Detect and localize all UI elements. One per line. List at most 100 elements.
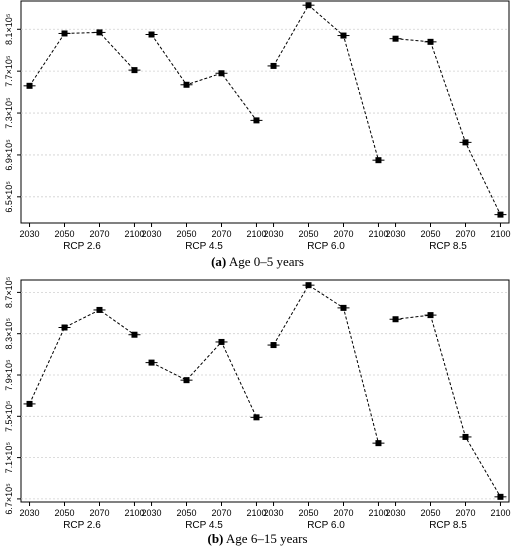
x-tick-label: 2030 [386, 229, 406, 239]
series-line [29, 31, 135, 87]
data-point [270, 342, 277, 349]
y-tick-label: 8.3×10⁵ [4, 318, 14, 350]
x-tick-label: 2070 [89, 508, 109, 518]
x-tick-label: 2100 [368, 508, 388, 518]
plot-frame [20, 279, 510, 503]
x-tick-label: 2030 [264, 229, 284, 239]
series-line [395, 38, 501, 215]
caption-b-text: Age 6–15 years [225, 531, 308, 546]
data-point [218, 338, 225, 345]
group-label: RCP 2.6 [63, 520, 101, 531]
data-point [462, 433, 469, 440]
data-point [462, 139, 469, 146]
data-point [270, 62, 277, 69]
x-tick-label: 2030 [142, 229, 162, 239]
data-point [218, 70, 225, 77]
x-tick-label: 2070 [211, 229, 231, 239]
x-tick-label: 2030 [386, 508, 406, 518]
x-tick-label: 2100 [246, 508, 266, 518]
x-tick-label: 2070 [455, 508, 475, 518]
series-line [273, 284, 379, 444]
x-tick-label: 2050 [54, 229, 74, 239]
y-tick-label: 7.5×10⁵ [4, 400, 14, 432]
series-line [151, 341, 257, 418]
data-point [497, 211, 504, 218]
x-tick-label: 2050 [298, 508, 318, 518]
series-line [29, 309, 135, 405]
data-point [26, 82, 33, 89]
group-label: RCP 8.5 [429, 241, 467, 250]
y-tick-label: 7.1×10⁵ [4, 442, 14, 474]
x-tick-label: 2100 [490, 229, 510, 239]
data-point [392, 316, 399, 323]
y-tick-label: 7.7×10⁵ [4, 55, 14, 87]
data-point [340, 32, 347, 39]
group-label: RCP 6.0 [307, 241, 345, 250]
group-label: RCP 6.0 [307, 520, 345, 531]
data-point [305, 2, 312, 9]
data-point [427, 312, 434, 319]
data-point [253, 414, 260, 421]
caption-a: (a) Age 0–5 years [0, 254, 515, 270]
y-tick-label: 7.3×10⁵ [4, 97, 14, 129]
x-tick-label: 2070 [211, 508, 231, 518]
group-label: RCP 8.5 [429, 520, 467, 531]
x-tick-label: 2050 [420, 508, 440, 518]
data-point [61, 30, 68, 37]
y-tick-label: 6.7×10⁵ [4, 483, 14, 515]
data-point [253, 117, 260, 124]
x-tick-label: 2100 [490, 508, 510, 518]
data-point [183, 81, 190, 88]
y-tick-label: 8.1×10⁵ [4, 13, 14, 45]
data-point [131, 67, 138, 74]
x-tick-label: 2050 [420, 229, 440, 239]
data-point [340, 304, 347, 311]
y-tick-label: 8.7×10⁵ [4, 276, 14, 308]
x-tick-label: 2100 [124, 229, 144, 239]
series-line [151, 34, 257, 121]
x-tick-label: 2070 [455, 229, 475, 239]
caption-a-label: (a) [211, 254, 227, 269]
caption-a-text: Age 0–5 years [228, 254, 304, 269]
data-point [26, 400, 33, 407]
x-tick-label: 2070 [333, 229, 353, 239]
x-tick-label: 2050 [176, 508, 196, 518]
data-point [96, 306, 103, 313]
group-label: RCP 4.5 [185, 241, 223, 250]
caption-b: (b) Age 6–15 years [0, 531, 515, 547]
data-point [392, 35, 399, 42]
group-label: RCP 2.6 [63, 241, 101, 250]
data-point [497, 493, 504, 500]
x-tick-label: 2100 [246, 229, 266, 239]
x-tick-label: 2070 [89, 229, 109, 239]
data-point [61, 324, 68, 331]
data-point [375, 440, 382, 447]
data-point [96, 29, 103, 36]
data-point [148, 31, 155, 38]
x-tick-label: 2030 [264, 508, 284, 518]
data-point [427, 38, 434, 45]
caption-b-label: (b) [207, 531, 224, 546]
data-point [375, 157, 382, 164]
plot-frame [20, 0, 510, 224]
data-point [305, 282, 312, 289]
x-tick-label: 2050 [298, 229, 318, 239]
x-tick-label: 2030 [20, 229, 40, 239]
x-tick-label: 2030 [20, 508, 40, 518]
group-label: RCP 4.5 [185, 520, 223, 531]
series-line [273, 4, 379, 161]
x-tick-label: 2050 [54, 508, 74, 518]
y-tick-label: 6.9×10⁵ [4, 139, 14, 171]
chart-age-6-15: 6.7×10⁵ 7.1×10⁵ 7.5×10⁵ 7.9×10⁵ 8.3×10⁵ 8.7×1… [4, 276, 510, 531]
data-point [183, 377, 190, 384]
x-tick-label: 2100 [368, 229, 388, 239]
series-line [395, 314, 501, 498]
x-tick-label: 2030 [142, 508, 162, 518]
y-tick-label: 7.9×10⁵ [4, 359, 14, 391]
x-tick-label: 2050 [176, 229, 196, 239]
data-point [148, 359, 155, 366]
data-point [131, 331, 138, 338]
y-tick-label: 6.5×10⁵ [4, 181, 14, 213]
x-tick-label: 2100 [124, 508, 144, 518]
